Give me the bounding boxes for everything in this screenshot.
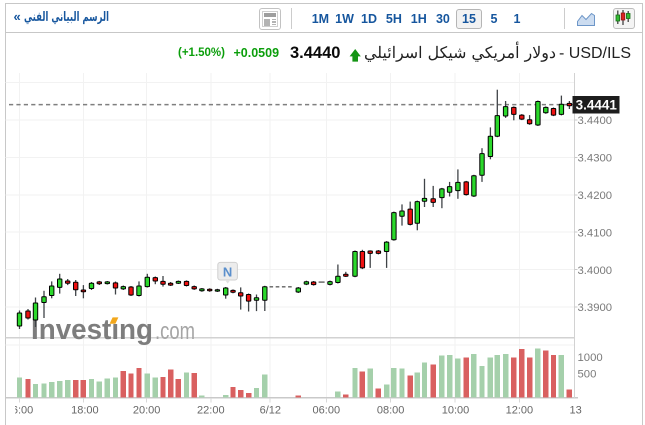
svg-text:- USD/ILS: - USD/ILS <box>559 45 631 62</box>
svg-text:.com: .com <box>155 318 195 345</box>
svg-text:3.4000: 3.4000 <box>578 265 613 277</box>
svg-text:12:00: 12:00 <box>506 405 534 417</box>
svg-text:22:00: 22:00 <box>197 405 225 417</box>
svg-text:6/12: 6/12 <box>260 405 281 417</box>
svg-text:3.4300: 3.4300 <box>578 153 613 165</box>
svg-text:3.4200: 3.4200 <box>578 190 613 202</box>
svg-text:3.3900: 3.3900 <box>578 302 613 314</box>
svg-text:08:00: 08:00 <box>377 405 405 417</box>
svg-text:20:00: 20:00 <box>133 405 161 417</box>
svg-text:3.4400: 3.4400 <box>578 115 613 127</box>
svg-text:3.4441: 3.4441 <box>576 98 618 113</box>
svg-text:«: « <box>14 9 21 24</box>
svg-text:1000: 1000 <box>578 352 603 364</box>
svg-text:500: 500 <box>578 369 597 381</box>
svg-text:18:00: 18:00 <box>71 405 99 417</box>
svg-text:3.4100: 3.4100 <box>578 227 613 239</box>
svg-text:13: 13 <box>570 405 582 417</box>
svg-text:Investıng: Investıng <box>31 314 153 346</box>
svg-text:16:00: 16:00 <box>6 405 34 417</box>
svg-text:N: N <box>223 265 232 280</box>
svg-text:06:00: 06:00 <box>313 405 341 417</box>
svg-text:10:00: 10:00 <box>442 405 470 417</box>
